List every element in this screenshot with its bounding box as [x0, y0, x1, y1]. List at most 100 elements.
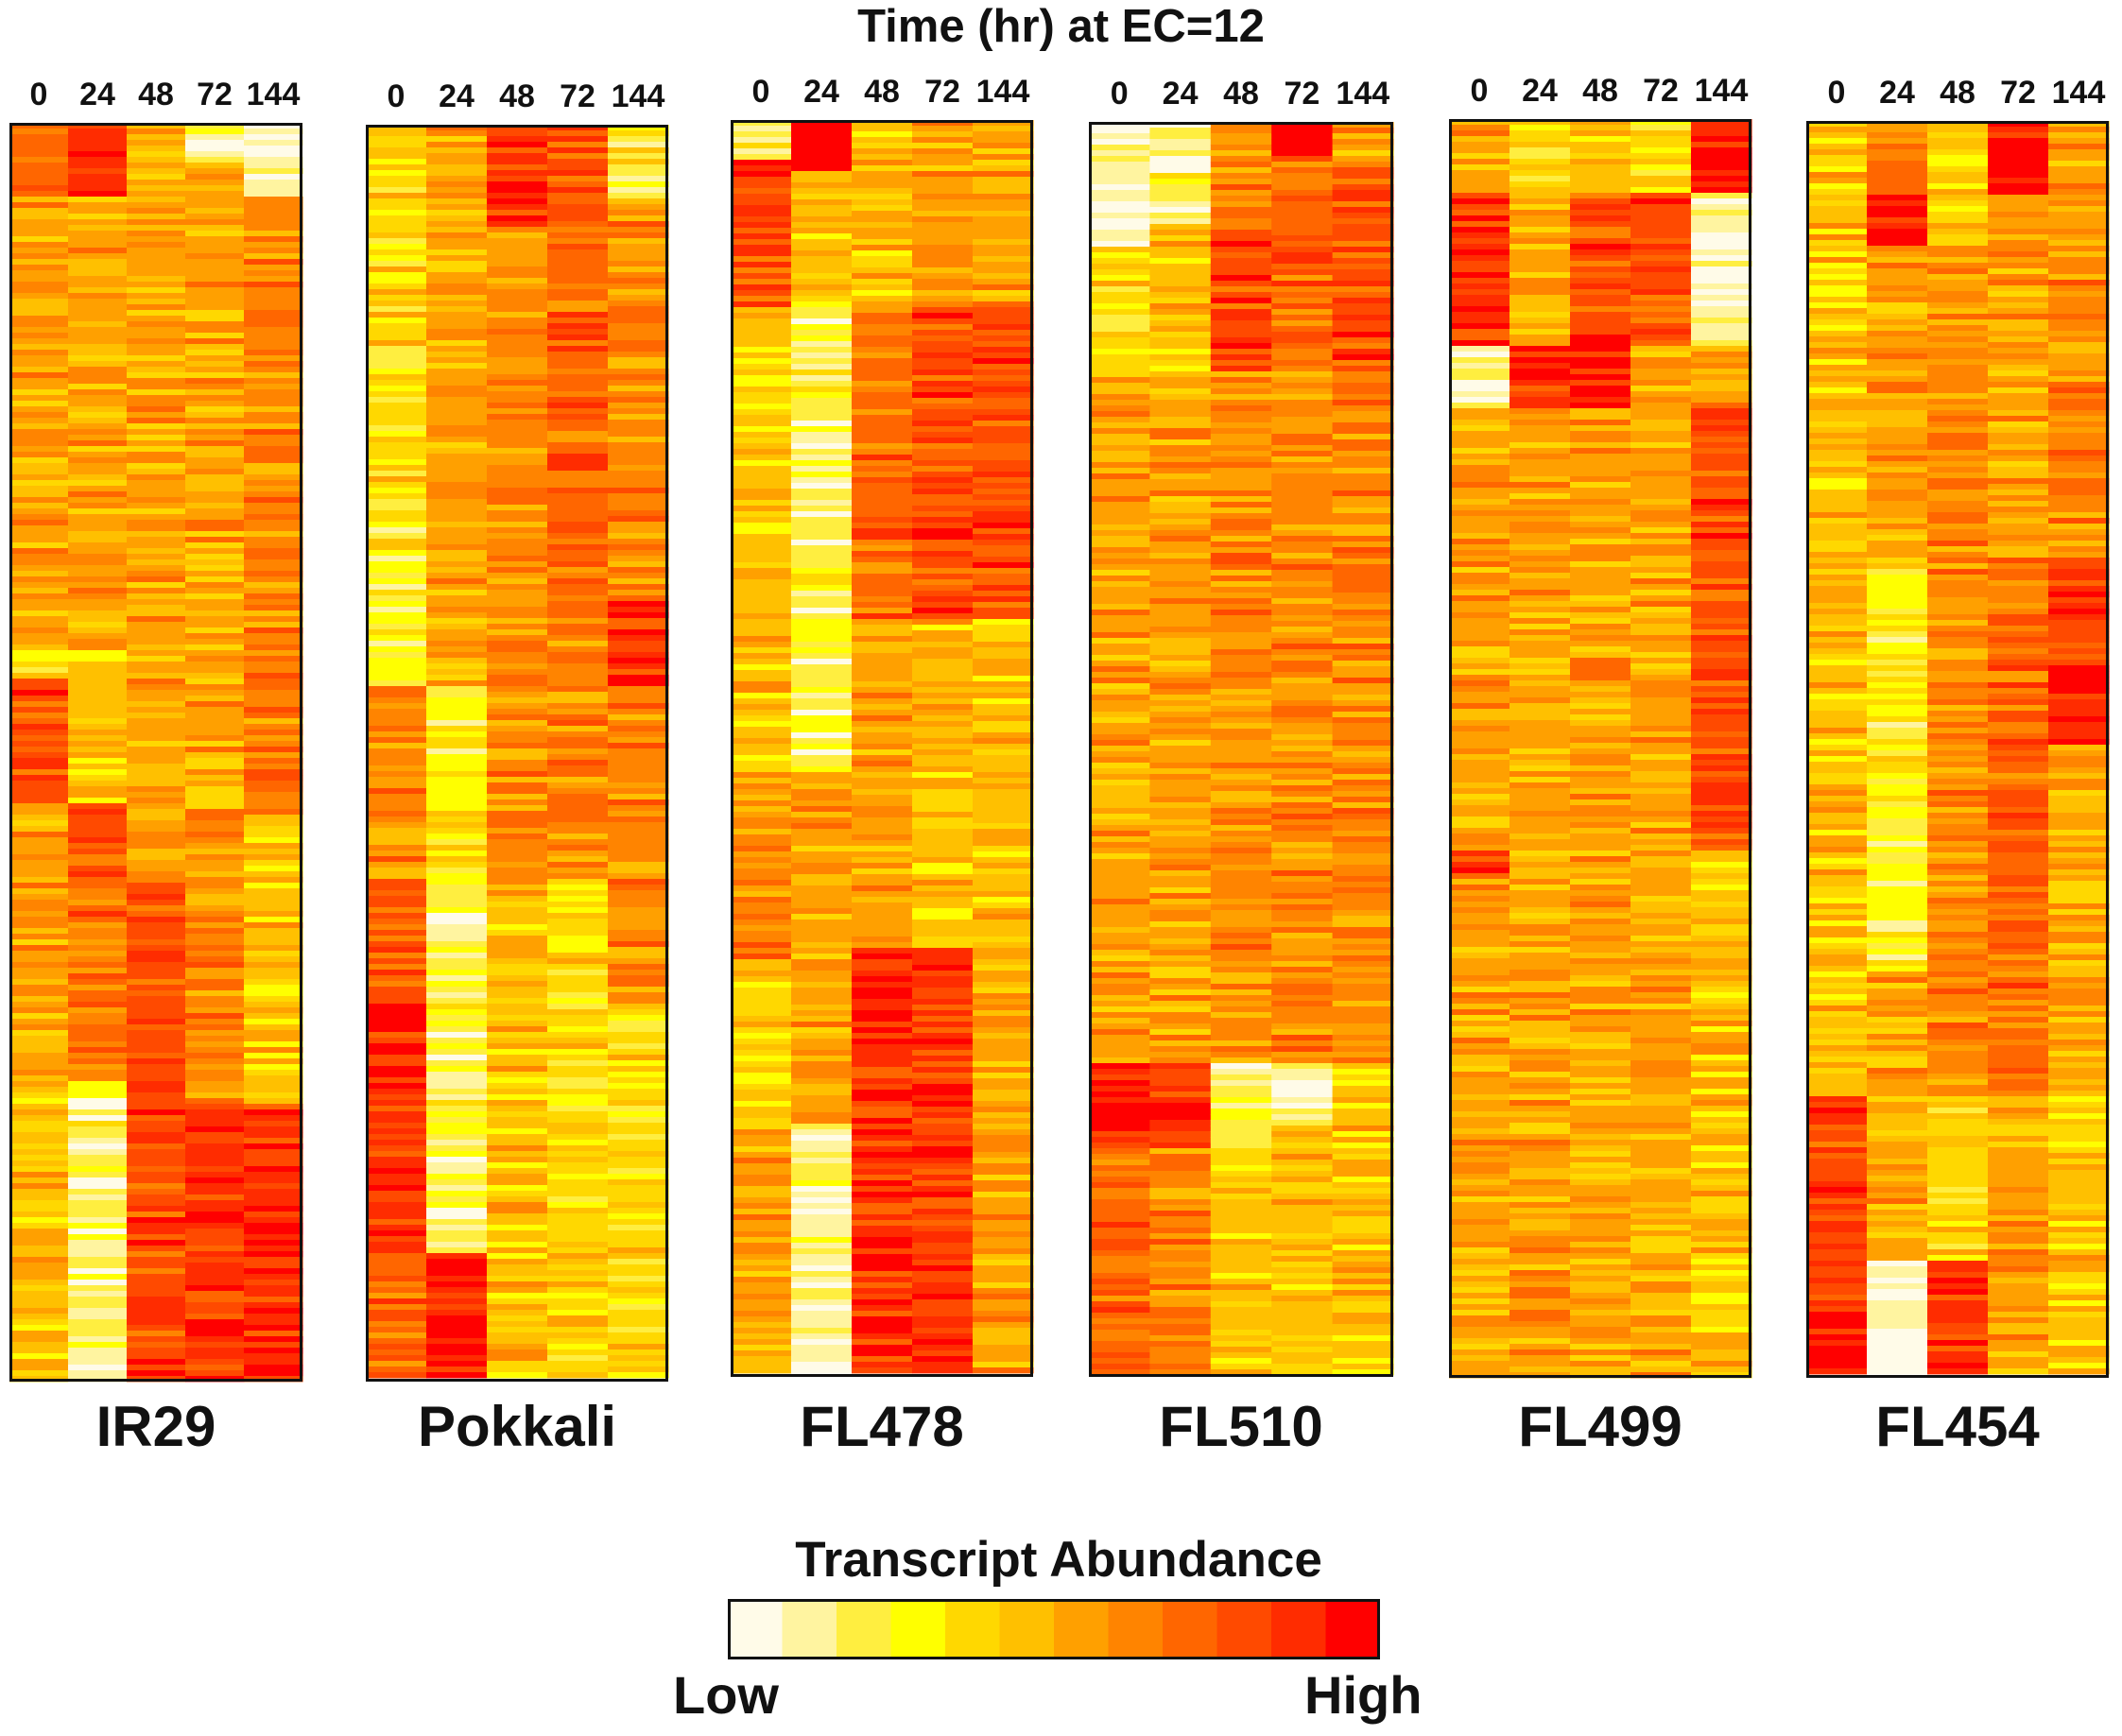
heat-cell: [426, 556, 488, 562]
heat-cell: [1149, 995, 1212, 1002]
heat-cell: [1570, 442, 1631, 449]
heat-cell: [487, 788, 548, 795]
heat-cell: [68, 979, 128, 986]
heat-cell: [426, 1361, 488, 1367]
heat-cell: [852, 1022, 913, 1028]
heat-cell: [731, 318, 792, 325]
heat-cell: [426, 856, 488, 863]
heat-cell: [1510, 215, 1571, 222]
heat-cell: [608, 544, 669, 551]
heat-cell: [127, 713, 186, 719]
heat-cell: [1089, 1097, 1150, 1104]
heat-cell: [9, 826, 69, 833]
heat-cell: [791, 358, 853, 365]
heat-cell: [791, 670, 853, 677]
heat-cell: [912, 1220, 974, 1227]
heat-cell: [912, 846, 974, 852]
heat-cell: [68, 389, 128, 396]
heat-cell: [731, 931, 792, 937]
heat-cell: [1210, 1273, 1272, 1280]
heat-cell: [912, 540, 974, 546]
heat-cell: [1089, 524, 1150, 531]
column-ticks-ir29: 0 24 48 72 144: [9, 76, 302, 117]
heat-cell: [731, 1226, 792, 1232]
heat-cell: [731, 812, 792, 818]
heat-cell: [9, 559, 69, 566]
heat-cell: [68, 883, 128, 889]
heat-cell: [852, 279, 913, 285]
heat-cell: [1210, 1216, 1272, 1223]
heat-cell: [1210, 978, 1272, 985]
heat-cell: [487, 641, 548, 647]
heat-cell: [1570, 318, 1631, 324]
heat-cell: [547, 754, 609, 761]
heat-cell: [1449, 505, 1510, 511]
heat-cell: [852, 778, 913, 784]
heat-cell: [1210, 1035, 1272, 1041]
heat-cell: [973, 381, 1034, 387]
heat-cell: [426, 805, 488, 812]
heat-cell: [731, 846, 792, 852]
heat-cell: [366, 335, 427, 341]
heat-cell: [1210, 1154, 1272, 1160]
heat-cell: [1332, 746, 1394, 752]
heat-cell: [1332, 559, 1394, 565]
heat-cell: [1271, 524, 1334, 531]
heat-cell: [912, 1197, 974, 1204]
heat-cell: [244, 537, 303, 543]
heat-cell: [1271, 1126, 1334, 1132]
heat-cell: [1332, 1131, 1394, 1138]
heat-cell: [608, 1304, 669, 1311]
heat-cell: [1210, 1335, 1272, 1342]
heat-cell: [426, 278, 488, 284]
heat-cell: [1332, 519, 1394, 525]
heat-cell: [1210, 802, 1272, 809]
heat-cell: [731, 1214, 792, 1221]
heat-cell: [1449, 573, 1510, 579]
heat-cell: [852, 262, 913, 268]
heat-cell: [608, 295, 669, 301]
heat-cell: [487, 306, 548, 313]
heat-cell: [1210, 972, 1272, 979]
heat-cell: [244, 355, 303, 362]
heat-cell: [68, 429, 128, 436]
heat-cell: [1089, 672, 1150, 679]
heat-cell: [731, 375, 792, 382]
heat-cell: [547, 476, 609, 483]
heat-cell: [426, 970, 488, 976]
heat-cell: [1089, 984, 1150, 990]
heat-cell: [9, 1047, 69, 1054]
heat-cell: [426, 851, 488, 857]
heat-cell: [1089, 564, 1150, 571]
heat-cell: [731, 625, 792, 631]
heat-cell: [1271, 576, 1334, 582]
heat-cell: [912, 749, 974, 756]
heat-cell: [791, 1345, 853, 1351]
heat-cell: [185, 871, 245, 878]
heat-cell: [1510, 743, 1571, 749]
heat-cell: [973, 766, 1034, 773]
heat-cell: [608, 1315, 669, 1322]
heat-cell: [608, 1021, 669, 1027]
heat-cell: [1089, 1245, 1150, 1251]
heat-cell: [426, 811, 488, 817]
heat-cell: [1449, 1349, 1510, 1356]
heat-cell: [1089, 122, 1150, 129]
heat-cell: [366, 459, 427, 466]
heat-cell: [608, 136, 669, 143]
heat-cell: [1332, 1358, 1394, 1365]
heat-cell: [791, 1135, 853, 1142]
heat-cell: [244, 157, 303, 163]
heat-cell: [547, 391, 609, 398]
heat-cell: [1570, 352, 1631, 358]
heat-cell: [791, 1016, 853, 1023]
heat-cell: [426, 533, 488, 540]
heat-cell: [244, 639, 303, 645]
heat-cell: [244, 1251, 303, 1258]
heat-cell: [366, 232, 427, 239]
heat-cell: [791, 1226, 853, 1232]
heat-cell: [791, 976, 853, 983]
heat-cell: [244, 781, 303, 787]
heat-cell: [366, 1021, 427, 1027]
heat-cell: [1089, 1046, 1150, 1053]
